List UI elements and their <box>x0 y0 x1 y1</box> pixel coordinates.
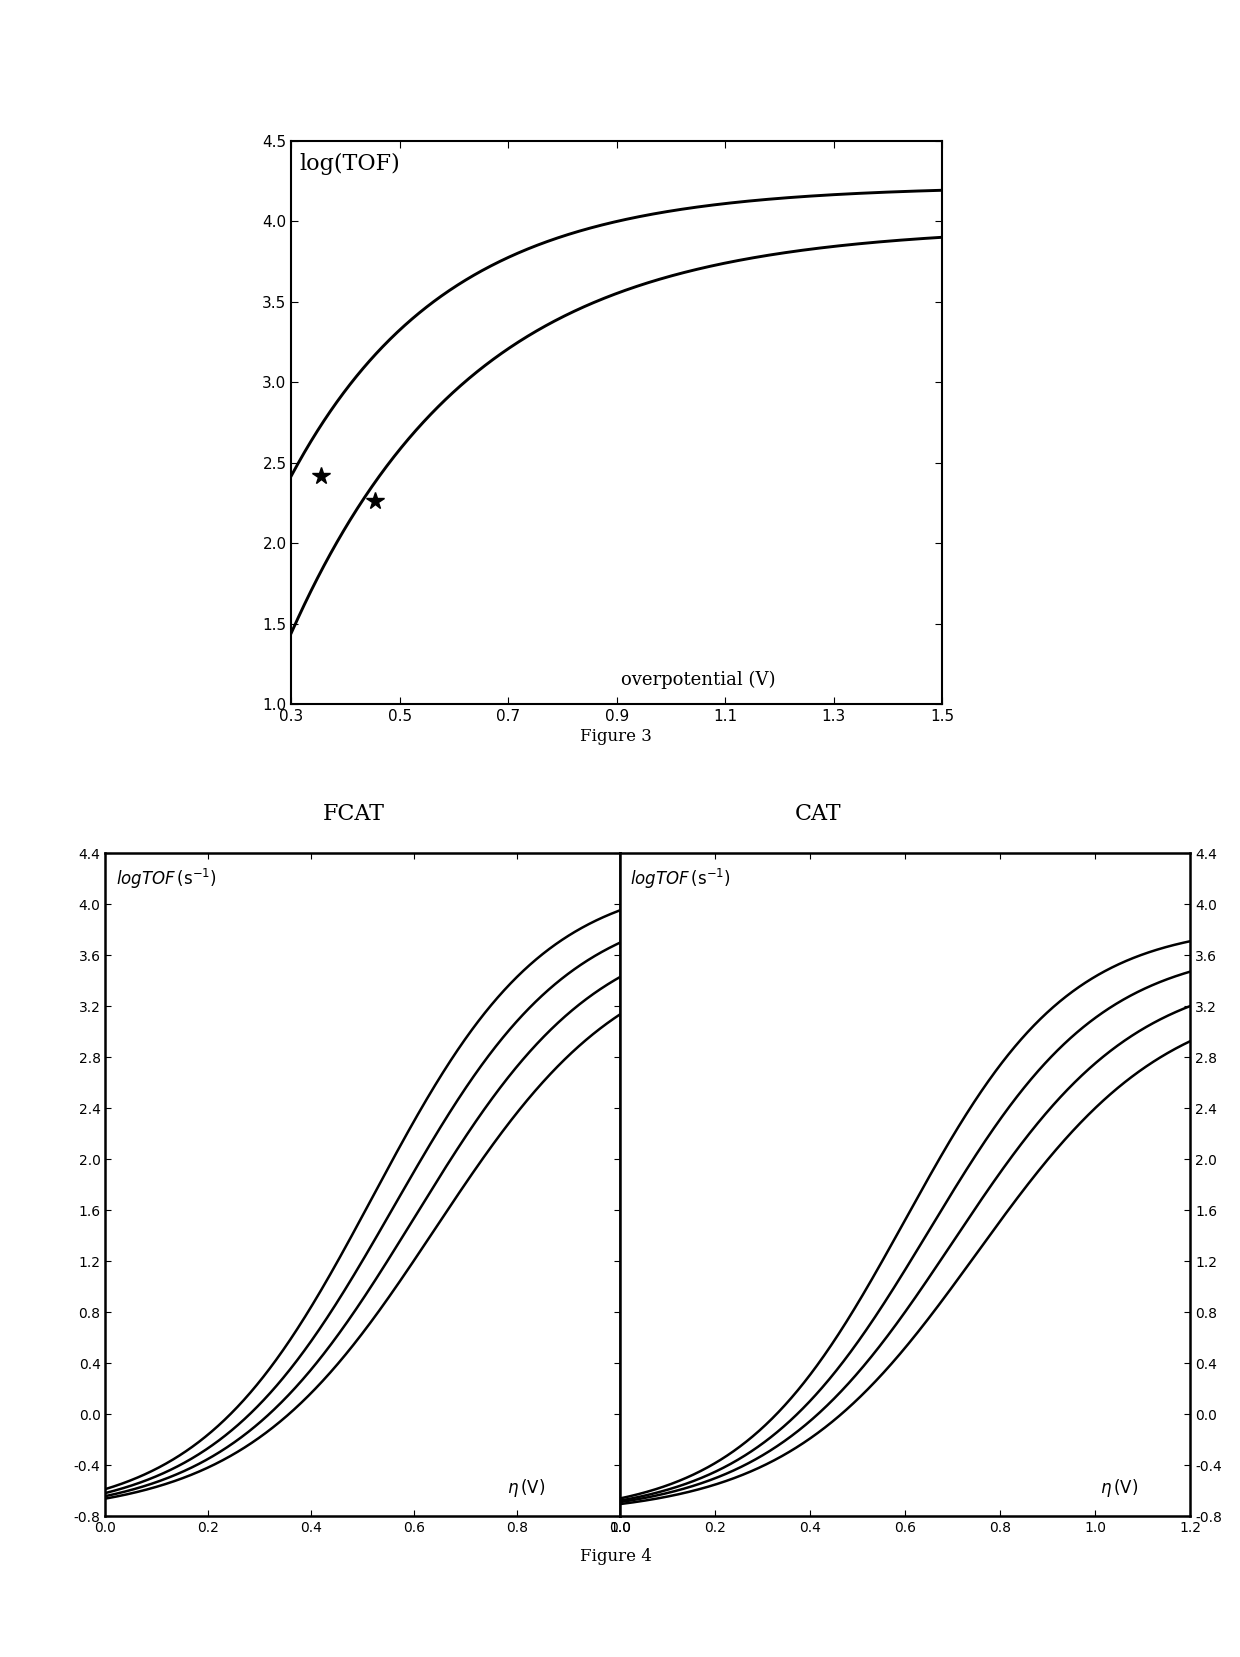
Text: $log\mathit{TOF}\,(\mathrm{s}^{-1})$: $log\mathit{TOF}\,(\mathrm{s}^{-1})$ <box>630 867 730 891</box>
Text: log(TOF): log(TOF) <box>300 152 401 176</box>
Text: Figure 4: Figure 4 <box>580 1548 652 1564</box>
Text: $\mathit{\eta}\,\mathrm{(V)}$: $\mathit{\eta}\,\mathrm{(V)}$ <box>1100 1476 1138 1500</box>
Text: $log\mathit{TOF}\,(\mathrm{s}^{-1})$: $log\mathit{TOF}\,(\mathrm{s}^{-1})$ <box>115 867 217 891</box>
Text: $\mathit{\eta}\,\mathrm{(V)}$: $\mathit{\eta}\,\mathrm{(V)}$ <box>507 1476 544 1500</box>
Text: CAT: CAT <box>795 804 842 825</box>
Text: FCAT: FCAT <box>322 804 384 825</box>
Text: Figure 3: Figure 3 <box>580 727 652 744</box>
Text: overpotential (V): overpotential (V) <box>621 671 775 689</box>
